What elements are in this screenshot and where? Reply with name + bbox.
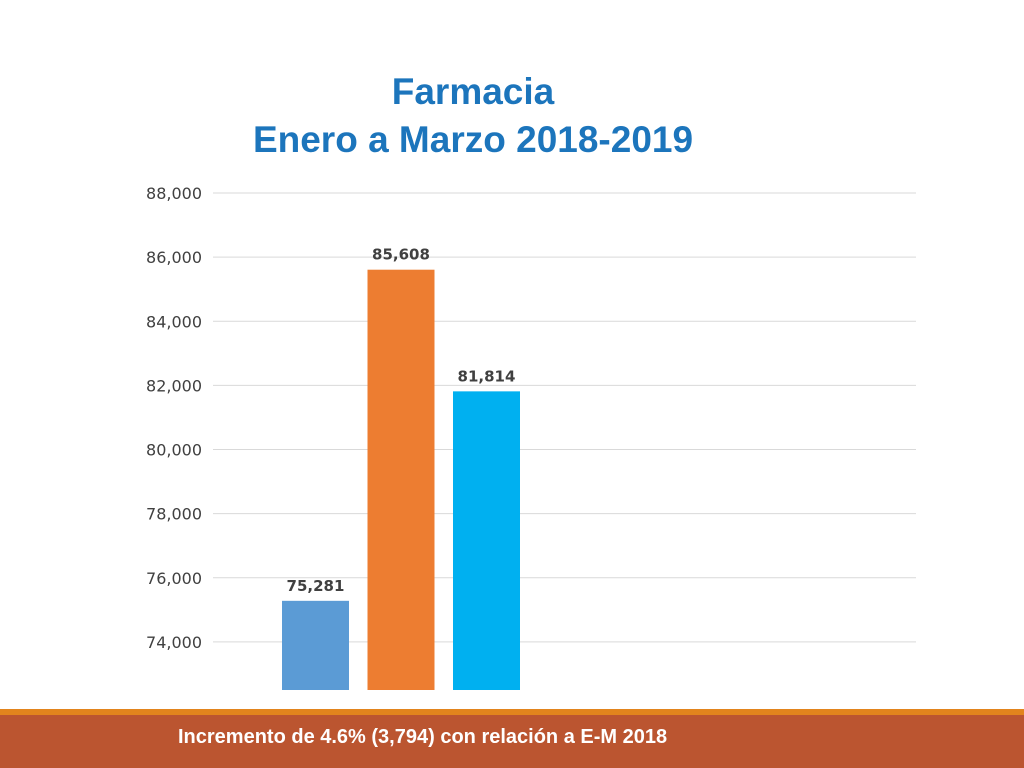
y-tick-label: 78,000 (146, 505, 202, 524)
y-tick-label: 84,000 (146, 312, 202, 331)
y-tick-label: 82,000 (146, 376, 202, 395)
y-tick-label: 86,000 (146, 248, 202, 267)
gridlines (213, 192, 916, 643)
bar-2 (367, 269, 435, 690)
chart-title-line2: Enero a Marzo 2018-2019 (252, 119, 694, 160)
y-tick-label: 80,000 (146, 441, 202, 460)
bar-3 (453, 391, 520, 690)
y-tick-label: 74,000 (146, 633, 202, 652)
chart-title-line1: Farmacia (391, 71, 555, 112)
y-tick-label: 76,000 (146, 569, 202, 588)
y-tick-label: 88,000 (146, 184, 202, 203)
data-label-1: 75,281 (287, 577, 345, 595)
data-label-3: 81,814 (458, 367, 516, 385)
footer-accent-line (0, 709, 1024, 715)
data-label-2: 85,608 (372, 246, 430, 264)
y-axis-ticks: 74,000 76,000 78,000 80,000 82,000 84,000 86,0… (146, 184, 202, 652)
bar-1 (282, 600, 349, 690)
bars (282, 269, 520, 690)
footer-note: Incremento de 4.6% (3,794) con relación … (0, 715, 1024, 768)
data-labels: 75,281 85,608 81,814 (287, 246, 516, 595)
